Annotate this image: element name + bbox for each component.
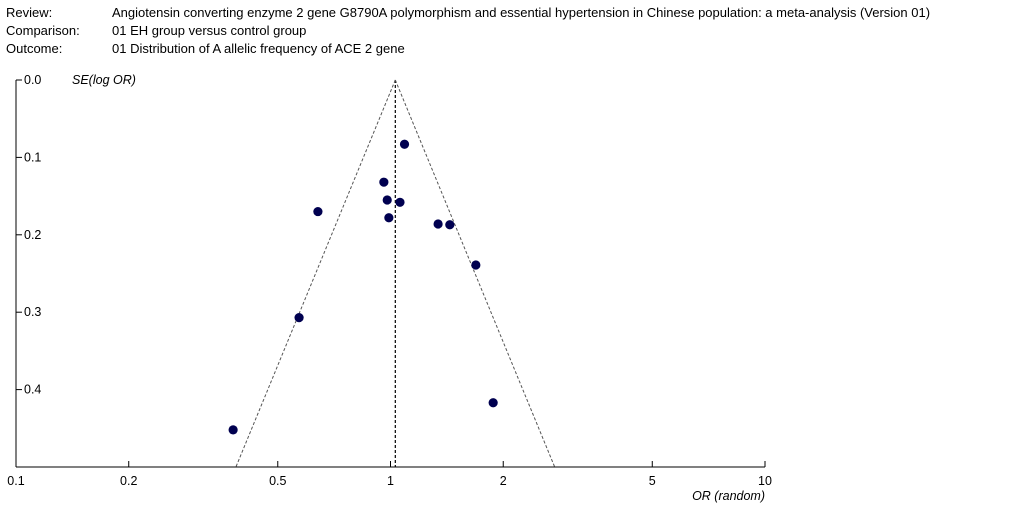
outcome-value: 01 Distribution of A allelic frequency o… <box>112 41 405 56</box>
funnel-right-line <box>394 79 556 468</box>
study-point <box>384 213 394 223</box>
y-tick-label: 0.1 <box>24 150 41 164</box>
y-tick-label: 0.0 <box>24 73 41 87</box>
plot-axes: 0.0 0.1 0.2 0.3 0.4 0.1 0.2 0.5 1 2 5 10 <box>7 73 772 488</box>
x-tick-label: 0.1 <box>7 474 24 488</box>
study-point <box>379 177 389 187</box>
figure-header: Review: Angiotensin converting enzyme 2 g… <box>6 4 930 58</box>
header-outcome-row: Outcome: 01 Distribution of A allelic fre… <box>6 40 930 58</box>
study-point <box>399 139 410 149</box>
review-value: Angiotensin converting enzyme 2 gene G87… <box>112 5 931 20</box>
study-point <box>433 219 443 229</box>
x-tick-label: 1 <box>387 474 394 488</box>
study-point <box>445 220 455 230</box>
header-comparison-row: Comparison: 01 EH group versus control gr… <box>6 22 930 40</box>
x-tick-label: 0.5 <box>269 474 286 488</box>
study-point <box>313 206 323 217</box>
study-point <box>382 195 392 205</box>
study-point <box>488 398 498 408</box>
funnel-left-line <box>235 79 396 468</box>
study-point <box>228 425 238 435</box>
x-tick-label: 2 <box>500 474 507 488</box>
funnel-lines <box>235 79 556 468</box>
x-tick-label: 10 <box>758 474 772 488</box>
comparison-value: 01 EH group versus control group <box>112 23 307 38</box>
y-axis-label: SE(log OR) <box>72 73 136 87</box>
y-tick-label: 0.3 <box>24 305 41 319</box>
outcome-key: Outcome: <box>6 41 63 56</box>
x-axis-label: OR (random) <box>692 489 765 503</box>
study-point <box>294 313 304 323</box>
x-tick-label: 0.2 <box>120 474 137 488</box>
comparison-key: Comparison: <box>6 23 80 38</box>
x-tick-label: 5 <box>649 474 656 488</box>
study-point <box>471 260 481 270</box>
y-tick-label: 0.4 <box>24 383 41 397</box>
study-point <box>395 197 405 207</box>
y-tick-label: 0.2 <box>24 228 41 242</box>
header-review-row: Review: Angiotensin converting enzyme 2 g… <box>6 4 930 22</box>
study-points <box>228 139 498 435</box>
review-key: Review: <box>6 5 53 20</box>
